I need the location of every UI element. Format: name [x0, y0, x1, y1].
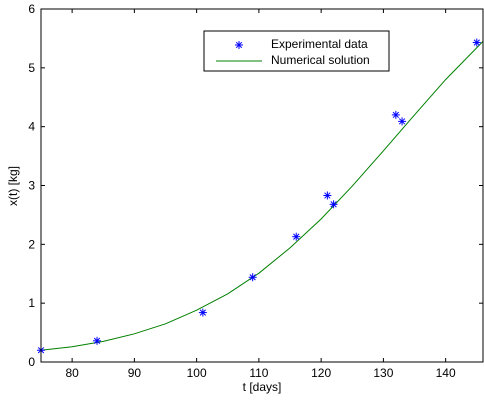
data-point — [292, 232, 301, 241]
y-tick-label: 3 — [28, 179, 35, 193]
x-tick-label: 80 — [65, 366, 79, 380]
x-axis: 80 90 100 110 120 130 140 — [65, 9, 456, 380]
data-point — [398, 117, 407, 126]
y-tick-label: 4 — [28, 120, 35, 134]
data-point — [323, 191, 332, 200]
data-point — [93, 336, 102, 345]
x-tick-label: 120 — [311, 366, 331, 380]
data-point — [472, 38, 481, 47]
y-tick-label: 1 — [28, 296, 35, 310]
data-point — [198, 308, 207, 317]
data-point — [329, 200, 338, 209]
data-point — [391, 110, 400, 119]
x-tick-label: 140 — [436, 366, 456, 380]
x-tick-label: 110 — [249, 366, 268, 380]
x-tick-label: 130 — [373, 366, 393, 380]
data-point — [248, 273, 257, 282]
legend-label-numerical: Numerical solution — [271, 53, 370, 67]
x-tick-label: 100 — [187, 366, 207, 380]
numerical-solution-line — [40, 41, 484, 351]
y-axis-label: x(t) [kg] — [6, 166, 20, 206]
y-axis: 0 1 2 3 4 5 6 — [28, 2, 483, 369]
legend: Experimental data Numerical solution — [203, 30, 390, 72]
y-tick-label: 5 — [28, 61, 35, 75]
y-tick-label: 6 — [28, 2, 35, 16]
legend-label-experimental: Experimental data — [271, 37, 368, 51]
y-tick-label: 0 — [28, 355, 35, 369]
x-tick-label: 90 — [128, 366, 142, 380]
legend-marker-experimental — [235, 41, 243, 49]
legend-box — [203, 30, 390, 72]
x-axis-label: t [days] — [243, 380, 282, 394]
y-tick-label: 2 — [28, 237, 35, 251]
